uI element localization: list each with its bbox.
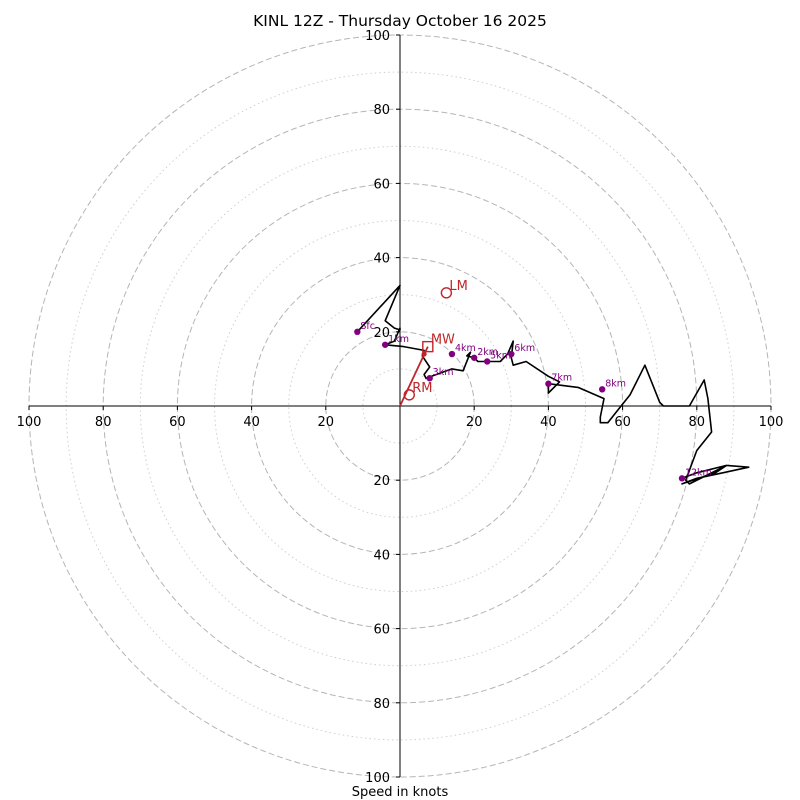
height-marker-dot: [354, 328, 361, 335]
motion-marker-label: MW: [431, 333, 455, 348]
x-tick-label: 80: [689, 415, 706, 430]
height-marker-label: 4km: [455, 343, 476, 354]
height-marker-label: 12km: [685, 467, 712, 478]
height-marker-dot: [483, 358, 491, 365]
y-tick-label-lower: 100: [365, 771, 390, 786]
x-tick-label: 40: [540, 415, 557, 430]
motion-marker-circle: [403, 389, 415, 401]
height-marker-label: 5km: [490, 350, 511, 361]
x-tick-label: 20: [318, 415, 335, 430]
height-marker-label: 6km: [514, 343, 535, 354]
x-tick-label: 60: [169, 415, 186, 430]
x-tick-label: 80: [95, 415, 112, 430]
y-tick-label-lower: 80: [373, 697, 390, 712]
height-marker-label: 1km: [388, 334, 409, 345]
height-marker-label: Sfc: [360, 321, 375, 332]
y-tick-label-upper: 20: [373, 326, 390, 341]
x-tick-label: 100: [17, 415, 42, 430]
motion-marker-label: LM: [449, 279, 467, 294]
y-tick-label-lower: 60: [373, 623, 390, 638]
y-tick-label-upper: 60: [373, 177, 390, 192]
height-marker-dot: [381, 341, 389, 348]
height-marker-label: 3km: [433, 367, 454, 378]
motion-marker-square: [422, 340, 434, 353]
y-tick-label-upper: 40: [373, 252, 390, 267]
height-marker-dot: [426, 374, 433, 382]
storm-motion-markers: LM MW RM: [403, 279, 468, 401]
height-marker-dot: [678, 475, 686, 482]
height-marker-dot: [471, 354, 478, 361]
x-tick-label: 20: [466, 415, 483, 430]
motion-marker-label: RM: [412, 381, 432, 396]
shear-vector-head: [421, 351, 427, 357]
y-tick-label-lower: 40: [373, 548, 390, 563]
x-tick-label: 100: [759, 415, 784, 430]
y-tick-label-upper: 100: [365, 29, 390, 44]
y-tick-label-lower: 20: [373, 474, 390, 489]
height-marker-dot: [448, 350, 456, 358]
height-marker-label: 2km: [477, 347, 498, 358]
height-marker-label: 7km: [551, 373, 572, 384]
x-axis-label: Speed in knots: [352, 785, 449, 800]
height-marker-dot: [545, 380, 552, 387]
height-marker-label: 8km: [605, 378, 626, 389]
height-marker-dot: [508, 350, 515, 358]
motion-marker-circle: [440, 287, 453, 299]
y-tick-label-upper: 80: [373, 103, 390, 118]
x-tick-label: 60: [614, 415, 631, 430]
height-marker-dot: [598, 386, 606, 393]
tick-labels: 100 80 60 40 20 20 40 60 80 100 20 40 60 80 100 20 40 60 8…: [17, 29, 784, 786]
chart-title: KINL 12Z - Thursday October 16 2025: [253, 12, 547, 30]
x-tick-label: 40: [243, 415, 260, 430]
